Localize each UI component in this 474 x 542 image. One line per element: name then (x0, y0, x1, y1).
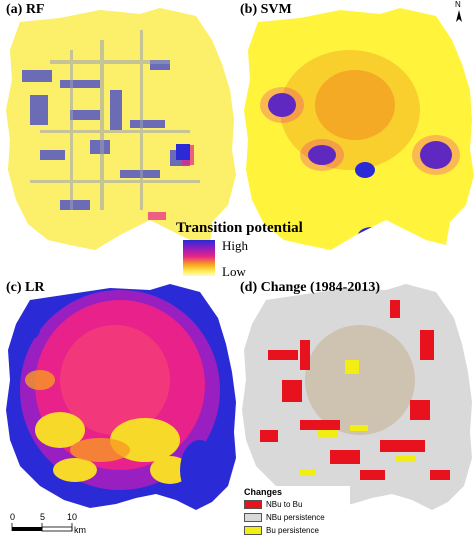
scale-tick-10: 10 (67, 512, 78, 522)
panel-label-lr: (c) LR (6, 280, 45, 295)
north-arrow-icon: N (451, 0, 467, 24)
changes-legend-title: Changes (244, 487, 283, 497)
panel-label-change: (d) Change (1984-2013) (240, 280, 380, 295)
legend-item-label: NBu persistence (266, 512, 325, 522)
panel-label-svm: (b) SVM (240, 2, 292, 17)
panel-label-rf: (a) RF (6, 2, 45, 17)
changes-legend: Changes NBu to Bu NBu persistence Bu per… (240, 486, 350, 540)
map-rf (6, 8, 236, 250)
color-ramp (183, 240, 215, 276)
legend-item-label: NBu to Bu (266, 499, 303, 509)
scale-tick-5: 5 (40, 512, 46, 522)
scale-unit: km (74, 525, 86, 535)
map-svm (244, 8, 474, 250)
legend-item-label: Bu persistence (266, 525, 319, 535)
legend-high-label: High (222, 238, 248, 253)
legend-swatch (244, 525, 262, 535)
legend-swatch (244, 512, 262, 522)
map-change (242, 284, 472, 510)
changes-legend-item: Bu persistence (244, 525, 319, 535)
legend-low-label: Low (222, 264, 246, 279)
legend-title: Transition potential (176, 220, 303, 236)
changes-legend-item: NBu persistence (244, 512, 325, 522)
scale-tick-0: 0 (10, 512, 16, 522)
changes-legend-item: NBu to Bu (244, 499, 302, 509)
legend-swatch (244, 499, 262, 509)
scale-bar: 0 5 10 km (10, 512, 150, 538)
scale-bar-graphic (11, 523, 73, 532)
north-label: N (455, 0, 461, 9)
map-lr (6, 284, 236, 510)
